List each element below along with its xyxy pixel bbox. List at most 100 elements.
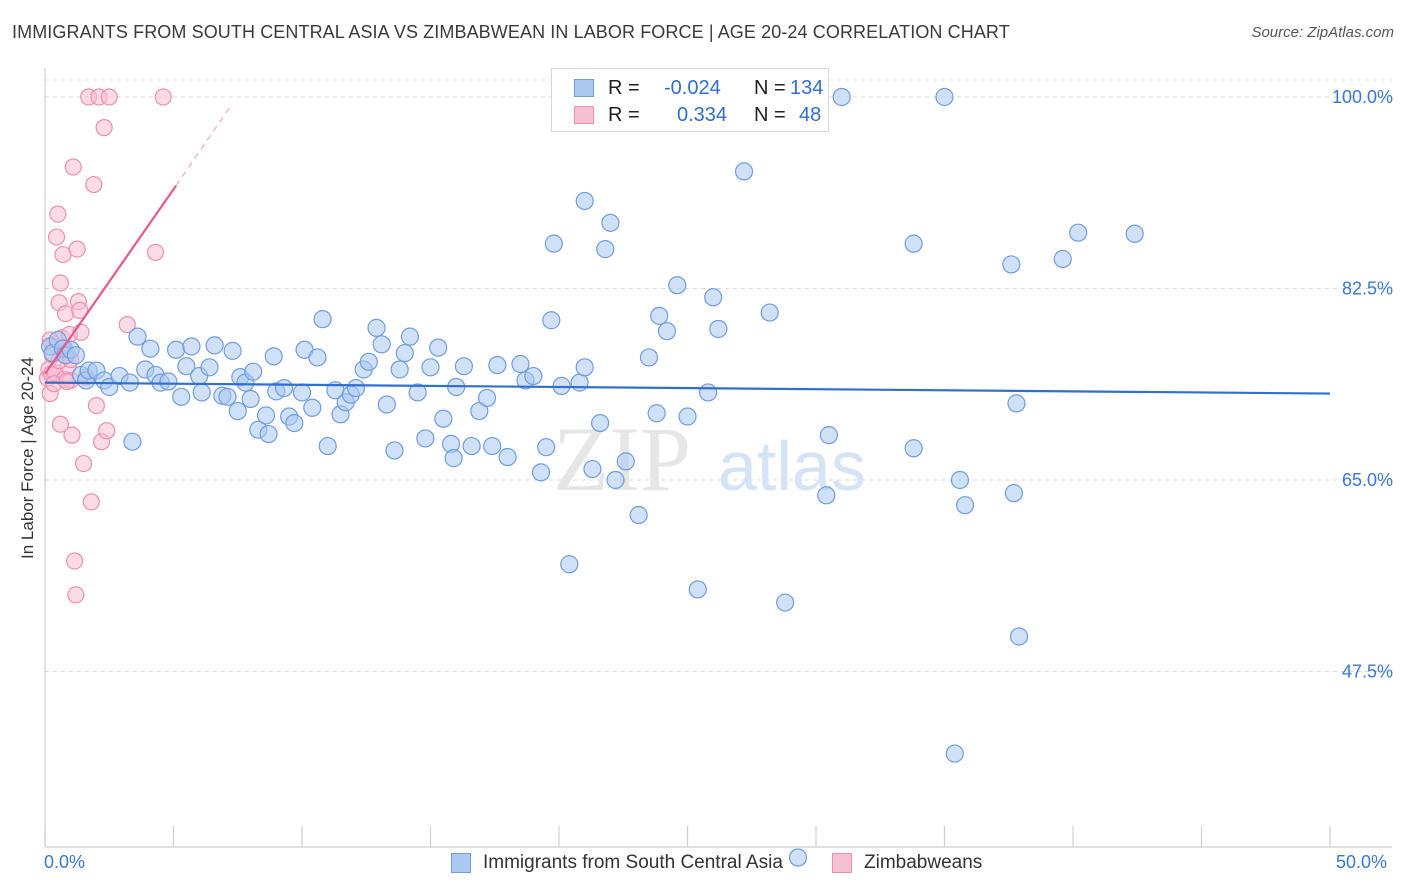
trend-line-zimbabweans-extension: [175, 106, 231, 186]
south-central-asia-point: [223, 341, 242, 360]
south-central-asia-point: [372, 335, 391, 354]
zimbabwean-point: [74, 454, 93, 473]
south-central-asia-point: [788, 848, 808, 867]
y-axis-label: In Labor Force | Age 20-24: [18, 357, 37, 559]
trend-line-zimbabweans: [44, 185, 177, 375]
zimbabwean-point: [118, 316, 136, 334]
south-central-asia-point: [285, 413, 304, 433]
south-central-asia-point: [434, 409, 453, 428]
trend-lines: [44, 106, 1331, 395]
bottom-legend-swatch-blue: [451, 853, 471, 873]
zimbabwean-point: [85, 175, 103, 194]
watermark-atlas: atlas: [718, 427, 866, 505]
south-central-asia-point: [346, 378, 366, 398]
zimbabwean-point: [98, 422, 116, 440]
axes: [44, 68, 1392, 848]
south-central-asia-point: [650, 306, 669, 325]
legend-n-value: 48: [799, 104, 822, 126]
south-central-asia-point: [537, 438, 556, 457]
legend-swatch-blue: [574, 79, 594, 97]
south-central-asia-point: [945, 744, 964, 763]
chart-title: IMMIGRANTS FROM SOUTH CENTRAL ASIA VS ZI…: [12, 22, 1010, 42]
south-central-asia-point: [264, 347, 283, 366]
south-central-asia-point: [524, 366, 543, 386]
south-central-asia-point: [935, 87, 954, 107]
south-central-asia-point: [776, 593, 795, 612]
south-central-asia-point: [657, 322, 677, 341]
correlation-legend: R = -0.024 N = 134 R = 0.334 N = 48: [551, 68, 829, 132]
south-central-asia-point: [531, 463, 551, 482]
zimbabwean-point: [71, 301, 89, 319]
south-central-asia-point: [454, 357, 474, 376]
south-central-asia-point: [819, 426, 838, 445]
zimbabwean-point: [100, 88, 118, 106]
south-central-asia-point: [817, 486, 836, 505]
south-central-asia-point: [560, 555, 579, 574]
south-central-asia-point: [575, 191, 594, 211]
south-central-asia-point: [385, 441, 404, 460]
y-tick-label: 47.5%: [1342, 662, 1393, 682]
bottom-legend-swatch-pink: [832, 853, 852, 873]
zimbabwean-point: [72, 323, 90, 341]
south-central-asia-point: [444, 449, 463, 468]
south-central-asia-point: [182, 337, 201, 356]
south-central-asia-point: [259, 424, 278, 444]
south-central-asia-point: [390, 360, 409, 379]
south-central-asia-point: [166, 340, 186, 359]
south-central-asia-point: [483, 436, 502, 456]
zimbabwean-point: [82, 493, 100, 511]
south-central-asia-point: [709, 319, 728, 339]
south-central-asia-point: [591, 413, 610, 433]
legend-r-label: R =: [608, 77, 640, 99]
series-south-central-asia: [41, 85, 1144, 867]
south-central-asia-point: [511, 354, 530, 374]
zimbabwean-point: [146, 243, 165, 261]
zimbabwean-point: [51, 415, 70, 433]
legend-n-label: N =: [754, 77, 786, 99]
bottom-legend-label-blue: Immigrants from South Central Asia: [483, 852, 783, 873]
y-tick-label: 65.0%: [1342, 470, 1393, 490]
south-central-asia-point: [606, 470, 625, 490]
y-tick-label: 100.0%: [1332, 87, 1393, 107]
south-central-asia-point: [244, 362, 263, 381]
trend-line-south-central-asia: [44, 381, 1331, 395]
south-central-asia-point: [377, 395, 396, 414]
south-central-asia-point: [408, 383, 427, 402]
zimbabwean-point: [65, 552, 84, 570]
south-central-asia-point: [308, 348, 327, 367]
south-central-asia-point: [488, 356, 507, 375]
south-central-asia-point: [172, 387, 191, 406]
legend-r-label: R =: [608, 104, 640, 126]
zimbabwean-point: [154, 88, 172, 106]
south-central-asia-point: [570, 373, 589, 392]
x-tick-label-min: 0.0%: [44, 852, 86, 872]
south-central-asia-point: [228, 401, 247, 421]
south-central-asia-point: [704, 288, 723, 307]
south-central-asia-point: [123, 432, 142, 451]
south-central-asia-point: [668, 276, 687, 295]
south-central-asia-point: [698, 383, 718, 402]
south-central-asia-point: [544, 234, 563, 253]
zimbabwean-point: [47, 228, 66, 246]
zimbabwean-point: [64, 158, 82, 176]
x-tick-label-max: 50.0%: [1336, 852, 1388, 872]
bottom-legend-label-pink: Zimbabweans: [864, 852, 983, 873]
south-central-asia-point: [177, 357, 196, 376]
zimbabwean-point: [67, 586, 85, 604]
south-central-asia-point: [205, 336, 224, 355]
south-central-asia-point: [400, 327, 420, 346]
south-central-asia-point: [200, 358, 219, 377]
south-central-asia-point: [192, 383, 211, 402]
south-central-asia-point: [303, 398, 322, 417]
legend-n-label: N =: [754, 104, 786, 126]
south-central-asia-point: [292, 383, 312, 402]
south-central-asia-point: [904, 234, 923, 253]
legend-n-value: 134: [790, 77, 824, 99]
south-central-asia-point: [760, 303, 779, 322]
zimbabwean-point: [51, 274, 70, 292]
zimbabwean-point: [63, 426, 81, 444]
watermark: ZIP atlas: [553, 408, 866, 510]
zimbabwean-point: [95, 119, 113, 137]
south-central-asia-point: [359, 352, 378, 371]
